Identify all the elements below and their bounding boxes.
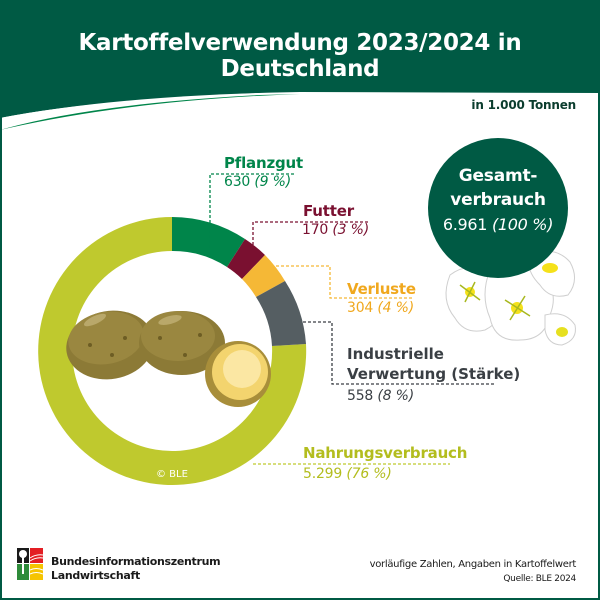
label-pflanzgut-name: Pflanzgut [224,154,303,172]
footnote-text: vorläufige Zahlen, Angaben in Kartoffelw… [369,559,577,570]
footnote: vorläufige Zahlen, Angaben in Kartoffelw… [369,558,577,586]
total-percent: (100 %) [491,215,554,234]
label-industrie-percent: (8 %) [377,388,414,404]
organization-name: Bundesinformationszentrum Landwirtschaft [51,555,221,583]
label-nahrung-name: Nahrungsverbrauch [303,444,468,462]
leader-futter [252,221,369,245]
leader-industrie [303,321,495,385]
label-verluste-name: Verluste [347,280,416,298]
label-futter-percent: (3 %) [332,222,369,238]
source-text: Quelle: BLE 2024 [503,574,576,584]
label-pflanzgut: Pflanzgut 630 (9 %) [224,154,303,190]
leader-pflanzgut [209,173,296,248]
label-verluste-percent: (4 %) [377,300,414,316]
label-nahrung-value: 5.299 [303,466,343,482]
total-badge: Gesamt- verbrauch 6.961 (100 %) [428,138,568,278]
label-futter-name: Futter [303,202,354,220]
label-pflanzgut-percent: (9 %) [254,174,291,190]
label-industrie: Industrielle Verwertung (Stärke) 558 (8 … [347,344,520,404]
donut-segments [38,217,307,485]
label-futter: Futter 170 (3 %) [302,202,369,238]
leader-verluste [276,265,413,299]
label-pflanzgut-value: 630 [224,174,251,190]
unit-label: in 1.000 Tonnen [471,98,576,112]
total-line1: Gesamt- [458,166,538,186]
label-industrie-value: 558 [347,388,374,404]
ble-logo-icon [17,548,43,580]
page-title: Kartoffelverwendung 2023/2024 in Deutsch… [78,30,522,82]
label-nahrung: Nahrungsverbrauch 5.299 (76 %) [303,444,467,482]
org-line1: Bundesinformationszentrum [51,555,221,568]
header-banner [0,0,600,130]
org-line2: Landwirtschaft [51,569,140,582]
label-verluste: Verluste 304 (4 %) [347,280,416,316]
label-futter-value: 170 [302,222,329,238]
total-line2: verbrauch [450,190,546,210]
segment-pflanzgut [172,217,245,267]
segment-futter [227,239,265,279]
segment-industrie [256,281,306,346]
segment-verluste [242,255,285,297]
label-verluste-value: 304 [347,300,374,316]
label-industrie-name-1: Industrielle [347,345,444,363]
potato-illustration [66,310,271,407]
copyright: © BLE [156,469,188,480]
flower-illustration [445,250,576,346]
label-nahrung-percent: (76 %) [346,466,392,482]
label-industrie-name-2: Verwertung (Stärke) [347,365,521,383]
total-value: 6.961 [442,215,488,234]
